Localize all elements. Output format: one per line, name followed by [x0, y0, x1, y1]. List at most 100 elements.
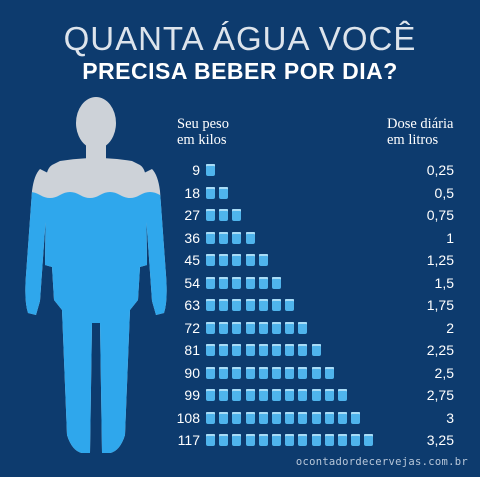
glasses-group [206, 321, 312, 335]
water-glass-icon [245, 366, 255, 379]
water-glass-icon [271, 366, 281, 379]
water-glass-icon [285, 411, 295, 424]
table-row: 81 2,25 [0, 342, 480, 358]
water-glass-icon [351, 411, 361, 424]
water-glass-icon [245, 254, 255, 266]
water-glass-icon [206, 231, 215, 244]
water-glass-icon [258, 344, 268, 356]
water-glass-icon [258, 434, 268, 446]
weight-value: 99 [184, 387, 200, 403]
table-row: 117 3,25 [0, 432, 480, 448]
liters-value: 1,25 [426, 252, 454, 268]
glasses-group [206, 299, 298, 312]
table-row: 9 0,25 [0, 162, 480, 178]
title-line-2: PRECISA BEBER POR DIA? [82, 58, 398, 84]
water-glass-icon [219, 434, 229, 446]
water-glass-icon [271, 276, 281, 289]
table-row: 54 1,5 [0, 275, 480, 291]
glasses-group [206, 344, 325, 357]
table-row: 99 2,75 [0, 387, 480, 403]
water-glass-icon [206, 276, 215, 289]
water-glass-icon [311, 389, 321, 401]
title-line-1: QUANTA ÁGUA VOCÊ [63, 20, 417, 57]
weight-value: 108 [176, 409, 200, 426]
weight-column-header: Seu peso em kilos [177, 116, 229, 148]
water-glass-icon [232, 366, 242, 379]
water-glass-icon [232, 299, 242, 311]
liters-value: 1,75 [426, 297, 454, 313]
water-glass-icon [206, 186, 215, 199]
water-glass-icon [245, 434, 255, 446]
glasses-group [206, 164, 219, 177]
water-glass-icon [298, 411, 308, 424]
water-glass-icon [364, 434, 374, 446]
water-glass-icon [219, 366, 229, 379]
dose-header-line-2: em litros [387, 132, 439, 148]
glasses-group [206, 254, 272, 267]
weight-value: 72 [184, 319, 200, 336]
water-glass-icon [232, 434, 242, 446]
water-glass-icon [206, 254, 215, 266]
table-row: 108 3 [0, 410, 480, 426]
weight-value: 27 [184, 207, 200, 223]
weight-header-line-1: Seu peso [177, 116, 229, 132]
water-glass-icon [324, 411, 334, 424]
water-glass-icon [219, 186, 229, 199]
water-glass-icon [206, 344, 215, 356]
water-glass-icon [337, 389, 347, 401]
water-glass-icon [232, 411, 242, 424]
water-glass-icon [245, 344, 255, 356]
glasses-group [206, 186, 232, 200]
water-glass-icon [245, 321, 255, 334]
water-glass-icon [206, 366, 215, 379]
weight-value: 117 [177, 432, 200, 448]
weight-value: 18 [184, 184, 200, 201]
water-glass-icon [245, 299, 255, 311]
water-glass-icon [232, 344, 242, 356]
table-row: 72 2 [0, 320, 480, 336]
water-glass-icon [232, 231, 242, 244]
liters-value: 1,5 [434, 274, 454, 291]
liters-value: 2,25 [426, 342, 454, 358]
water-glass-icon [311, 434, 321, 446]
water-glass-icon [219, 321, 229, 334]
water-glass-icon [324, 366, 334, 379]
liters-value: 2,75 [426, 387, 454, 403]
water-glass-icon [298, 434, 308, 446]
water-glass-icon [285, 344, 295, 356]
water-glass-icon [285, 366, 295, 379]
weight-value: 81 [184, 342, 200, 358]
water-glass-icon [311, 411, 321, 424]
liters-value: 0,25 [426, 162, 454, 178]
water-glass-icon [271, 434, 281, 446]
water-glass-icon [258, 411, 268, 424]
table-row: 90 2,5 [0, 365, 480, 381]
dose-column-header: Dose diária em litros [387, 116, 453, 148]
liters-value: 0,75 [426, 207, 454, 223]
water-glass-icon [298, 344, 308, 356]
water-glass-icon [271, 389, 281, 401]
water-glass-icon [219, 276, 229, 289]
water-glass-icon [206, 434, 215, 446]
water-glass-icon [258, 254, 268, 266]
water-glass-icon [206, 209, 215, 221]
water-glass-icon [219, 231, 229, 244]
water-glass-icon [285, 299, 295, 311]
source-credit: ocontadordecervejas.com.br [295, 456, 468, 468]
glasses-group [206, 389, 351, 402]
water-glass-icon [311, 344, 321, 356]
water-glass-icon [245, 411, 255, 424]
water-glass-icon [298, 389, 308, 401]
water-glass-icon [219, 411, 229, 424]
water-glass-icon [232, 254, 242, 266]
water-glass-icon [298, 366, 308, 379]
water-glass-icon [232, 321, 242, 334]
water-glass-icon [285, 321, 295, 334]
weight-value: 36 [184, 229, 200, 246]
table-row: 18 0,5 [0, 185, 480, 201]
water-glass-icon [232, 389, 242, 401]
weight-value: 63 [184, 297, 200, 313]
water-glass-icon [351, 434, 361, 446]
water-glass-icon [219, 344, 229, 356]
weight-value: 90 [184, 364, 200, 381]
